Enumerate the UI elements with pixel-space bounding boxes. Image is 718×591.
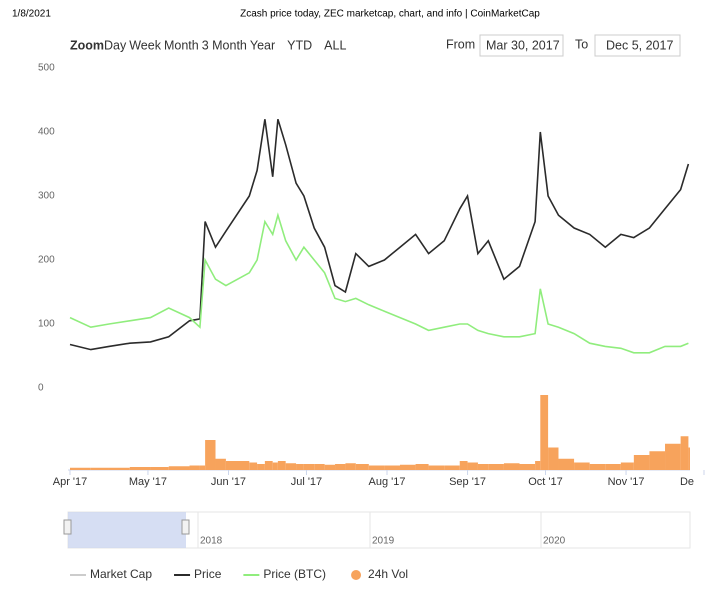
to-value[interactable]: Dec 5, 2017 xyxy=(606,38,673,52)
volume-bar xyxy=(150,467,169,470)
legend-item[interactable]: 24h Vol xyxy=(368,567,408,581)
from-input[interactable] xyxy=(479,34,564,57)
y-tick-label: 200 xyxy=(38,255,55,266)
x-tick-label: Jun '17 xyxy=(211,476,246,488)
volume-bar xyxy=(168,466,190,470)
zoom-button[interactable]: Day xyxy=(104,38,127,52)
volume-bar xyxy=(503,463,520,470)
volume-bar xyxy=(665,443,681,470)
from-value[interactable]: Mar 30, 2017 xyxy=(486,38,560,52)
zoom-button[interactable]: YTD xyxy=(287,38,312,52)
volume-bar xyxy=(680,436,689,470)
x-tick-label: Oct '17 xyxy=(528,476,563,488)
to-input[interactable] xyxy=(594,34,681,57)
x-tick-label: May '17 xyxy=(129,476,167,488)
y-tick-label: 500 xyxy=(38,63,55,74)
volume-bar xyxy=(249,462,258,470)
x-tick-label: De xyxy=(680,476,694,488)
zoom-button[interactable]: ALL xyxy=(324,38,346,52)
volume-bar xyxy=(548,447,559,470)
volume-bar xyxy=(272,462,278,470)
y-tick-label: 300 xyxy=(38,191,55,202)
volume-bar xyxy=(519,464,536,470)
page-title: Zcash price today, ZEC marketcap, chart,… xyxy=(240,9,540,20)
volume-bar xyxy=(399,464,416,470)
volume-bar xyxy=(189,465,200,470)
legend-item[interactable]: Market Cap xyxy=(90,567,152,581)
volume-bar xyxy=(415,464,429,470)
volume-bar xyxy=(257,464,265,470)
y-tick-label: 400 xyxy=(38,127,55,138)
volume-bar xyxy=(444,465,460,470)
x-tick-label: Nov '17 xyxy=(608,476,645,488)
navigator-label: 2019 xyxy=(372,536,395,547)
legend-item[interactable]: Price xyxy=(194,567,222,581)
volume-bar xyxy=(285,463,297,470)
price-line xyxy=(69,212,689,354)
volume-bar xyxy=(70,467,91,470)
plot-area xyxy=(69,118,690,470)
navigator-selection[interactable] xyxy=(68,512,186,548)
volume-bar xyxy=(345,463,356,470)
volume-bar xyxy=(205,440,216,470)
volume-bar xyxy=(467,462,478,470)
volume-bar xyxy=(574,462,590,470)
navigator-label: 2020 xyxy=(543,536,566,547)
volume-bar xyxy=(335,464,346,470)
volume-bar xyxy=(303,464,315,470)
legend-symbol xyxy=(351,570,362,580)
volume-bar xyxy=(540,395,549,470)
zoom-label: Zoom xyxy=(70,38,104,52)
volume-bar xyxy=(368,465,385,470)
volume-bar xyxy=(90,467,109,470)
y-tick-label: 100 xyxy=(38,319,55,330)
volume-bar xyxy=(314,464,325,470)
volume-bar xyxy=(215,458,226,470)
volume-bar xyxy=(264,461,273,470)
volume-bar xyxy=(355,464,369,470)
volume-bar xyxy=(558,458,575,470)
y-tick-label: 0 xyxy=(38,383,44,394)
volume-bar xyxy=(129,467,151,470)
print-date: 1/8/2021 xyxy=(12,9,51,20)
to-label: To xyxy=(575,37,588,51)
volume-bar xyxy=(488,464,504,470)
zoom-button[interactable]: 3 Month xyxy=(202,38,247,52)
volume-bar xyxy=(633,455,650,470)
from-label: From xyxy=(446,37,475,51)
volume-bar xyxy=(459,461,468,470)
navigator-handle[interactable] xyxy=(181,519,190,535)
x-tick-label: Sep '17 xyxy=(449,476,486,488)
x-tick-label: Aug '17 xyxy=(369,476,406,488)
volume-bar xyxy=(688,447,690,470)
volume-bar xyxy=(649,451,666,470)
price-line xyxy=(69,118,690,351)
volume-bar xyxy=(589,464,606,470)
volume-bar xyxy=(108,467,130,470)
volume-bar xyxy=(277,461,286,470)
navigator-handle[interactable] xyxy=(63,519,72,535)
volume-bar xyxy=(477,464,489,470)
zoom-button[interactable]: Year xyxy=(250,38,275,52)
legend-item[interactable]: Price (BTC) xyxy=(263,567,326,581)
volume-bar xyxy=(428,465,445,470)
volume-bar xyxy=(324,464,336,470)
x-tick-label: Jul '17 xyxy=(291,476,322,488)
volume-bar xyxy=(535,461,541,470)
volume-bar xyxy=(199,465,206,470)
volume-bar xyxy=(620,462,634,470)
volume-bar xyxy=(296,464,304,470)
volume-bar xyxy=(384,465,400,470)
x-tick-label: Apr '17 xyxy=(53,476,88,488)
navigator-label: 2018 xyxy=(200,536,223,547)
zoom-button[interactable]: Week xyxy=(129,38,161,52)
volume-bar xyxy=(605,464,621,470)
zoom-button[interactable]: Month xyxy=(164,38,199,52)
volume-bar xyxy=(225,461,250,470)
